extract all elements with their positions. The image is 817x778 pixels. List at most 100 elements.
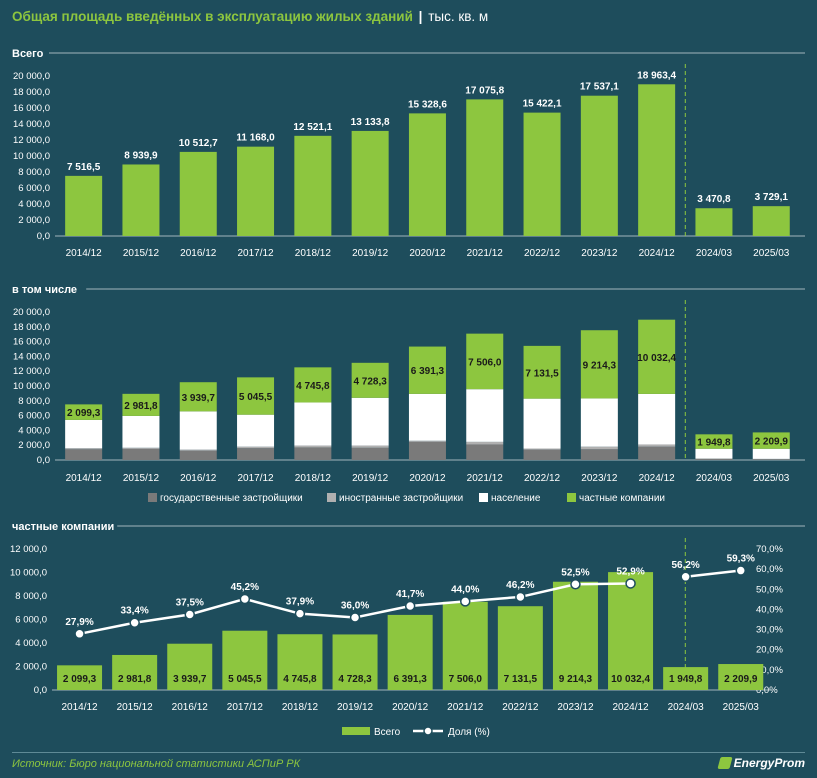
legend-label: иностранные застройщики [339,493,463,504]
bar-total [294,135,332,236]
x-tick-label: 2018/12 [295,473,332,484]
bar-total [237,146,275,236]
segment-data-label: 7 131,5 [525,368,559,379]
y-tick-label: 20 000,0 [13,71,50,82]
bar-private [57,665,103,690]
bar-data-label: 17 537,1 [580,82,619,93]
panel-title: в том числе [12,284,77,296]
bar-data-label: 7 516,5 [67,162,101,173]
share-point [74,628,85,640]
y-tick-label: 2 000,0 [18,215,50,226]
x-tick-label: 2025/03 [753,473,790,484]
stacked-segment [294,445,332,448]
y-tick-label: 8 000,0 [15,591,47,602]
segment-data-label: 5 045,5 [239,392,273,403]
x-tick-label: 2021/12 [447,702,484,713]
stacked-segment [523,448,561,450]
y2-tick-label: 60,0% [756,564,783,575]
share-point [184,609,195,620]
title-separator: | [418,9,423,24]
y-tick-label: 10 000,0 [10,568,47,579]
stacked-segment [122,415,160,448]
stacked-segment [408,393,446,441]
bar-data-label: 1 949,8 [669,674,703,685]
segment-data-label: 7 506,0 [468,357,502,368]
y-tick-label: 8 000,0 [18,167,50,178]
x-tick-label: 2021/12 [467,248,504,259]
stacked-segment [351,445,389,448]
share-data-label: 33,4% [120,606,148,617]
legend-label: Всего [374,727,401,738]
y2-tick-label: 20,0% [756,645,783,656]
bar-data-label: 15 422,1 [523,99,562,110]
x-tick-label: 2017/12 [237,473,274,484]
stacked-segment [466,389,504,442]
stacked-segment [294,367,332,403]
share-data-label: 37,5% [176,597,204,608]
segment-data-label: 9 214,3 [583,360,617,371]
x-tick-label: 2024/12 [639,248,676,259]
logo-text: EnergyProm [733,756,805,770]
bar-total [179,151,217,236]
x-tick-label: 2024/03 [696,248,733,259]
x-tick-label: 2016/12 [172,702,209,713]
x-tick-label: 2014/12 [61,702,98,713]
bar-private [387,614,433,690]
bar-total [466,99,504,236]
bar-data-label: 2 099,3 [63,674,97,685]
y-tick-label: 16 000,0 [13,103,50,114]
x-tick-label: 2019/12 [352,248,389,259]
bar-data-label: 5 045,5 [228,674,262,685]
bar-total [580,95,618,236]
stacked-segment [65,448,103,450]
bar-data-label: 2 209,9 [724,674,758,685]
bar-total [65,175,103,236]
share-point [294,608,306,619]
stacked-segment [695,448,733,459]
y-tick-label: 2 000,0 [18,440,50,451]
stacked-segment [351,397,389,446]
y-tick-label: 0,0 [37,455,50,466]
bar-data-label: 4 728,3 [338,674,372,685]
stacked-segment [638,393,676,445]
y2-tick-label: 30,0% [756,625,783,636]
y2-tick-label: 0,0% [756,685,778,696]
legend-label: государственные застройщики [160,493,303,504]
y-tick-label: 4 000,0 [18,199,50,210]
x-tick-label: 2024/12 [612,702,649,713]
share-point [515,591,526,603]
stacked-segment [179,450,217,460]
stacked-segment [122,447,160,449]
share-point [735,565,746,576]
bar-private [497,606,543,690]
x-tick-label: 2022/12 [502,702,539,713]
stacked-segment [65,404,103,420]
bar-private [277,634,323,690]
bar-private [718,664,764,690]
segment-data-label: 2 981,8 [124,401,158,412]
y-tick-label: 14 000,0 [13,119,50,130]
page-title: Общая площадь введённых в эксплуатацию ж… [12,9,488,24]
x-tick-label: 2015/12 [117,702,154,713]
stacked-segment [752,459,790,460]
bar-data-label: 9 214,3 [559,674,593,685]
bar-private [442,601,488,690]
y-tick-label: 18 000,0 [13,322,50,333]
share-data-label: 27,9% [65,617,93,628]
share-point [239,593,251,605]
stacked-segment [580,398,618,447]
stacked-segment [351,362,389,398]
stacked-segment [466,333,504,390]
stacked-segment [523,345,561,399]
segment-data-label: 4 728,3 [353,376,387,387]
bar-data-label: 13 133,8 [351,117,390,128]
share-data-label: 37,9% [286,597,314,608]
bar-private [608,572,654,690]
x-tick-label: 2022/12 [524,473,561,484]
legend-line-marker [423,726,433,736]
bar-total [122,164,160,236]
segment-data-label: 10 032,4 [637,353,676,364]
y-tick-label: 4 000,0 [15,638,47,649]
stacked-segment [237,448,275,460]
x-tick-label: 2024/12 [639,473,676,484]
